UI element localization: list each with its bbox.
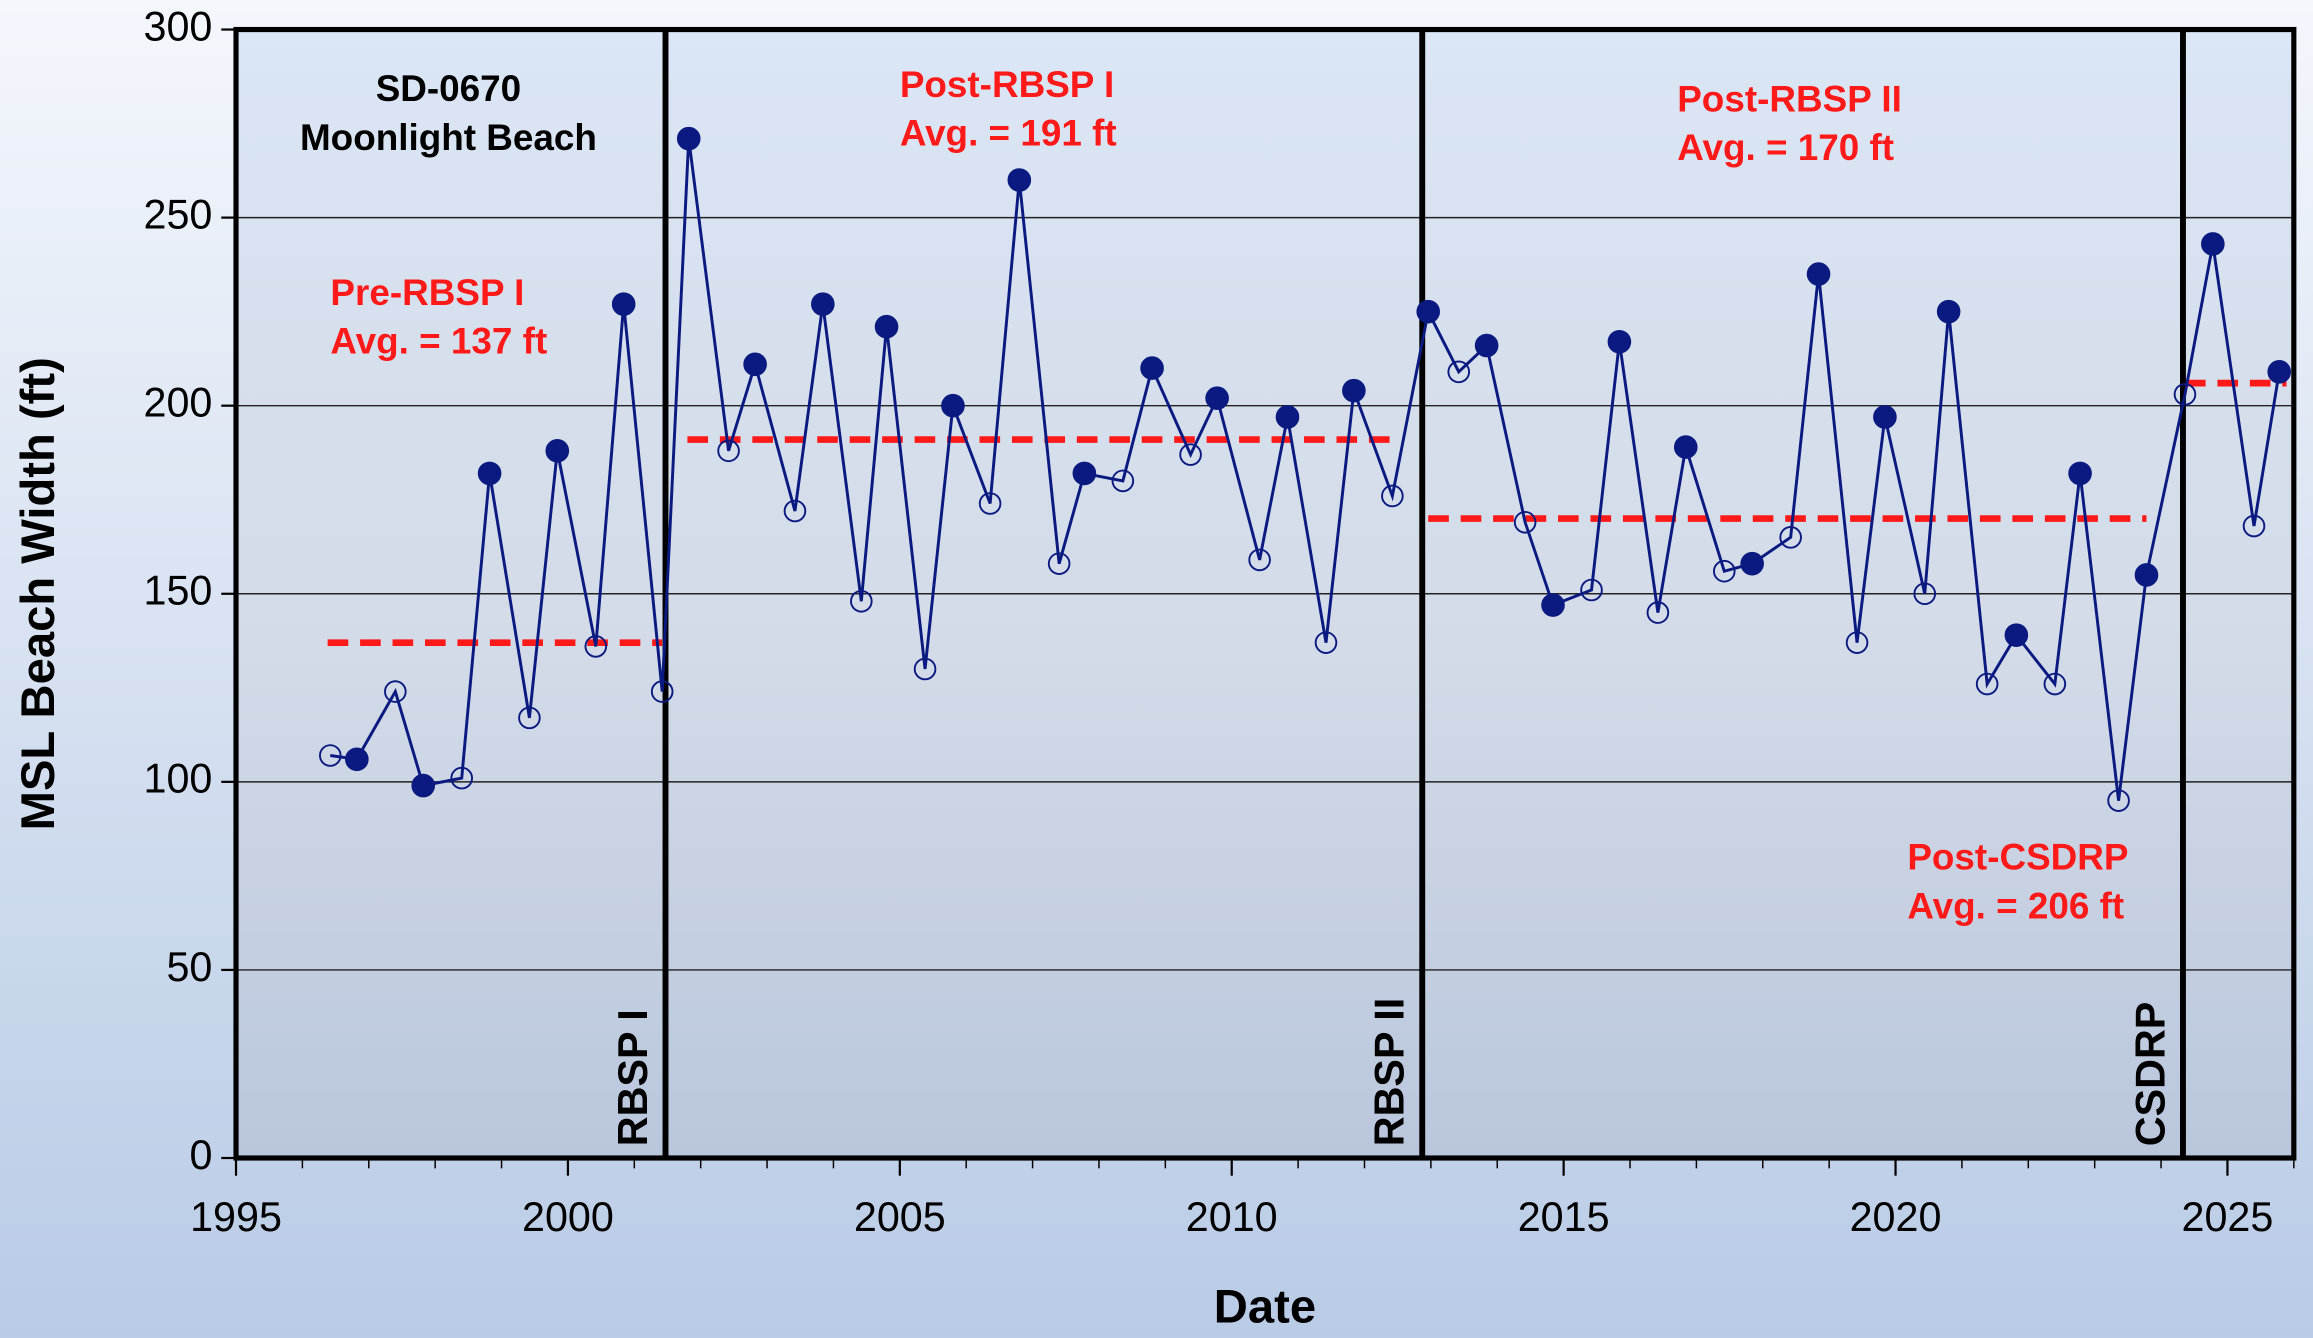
data-point xyxy=(2107,789,2130,812)
event-label: CSDRP xyxy=(2127,1002,2173,1147)
x-tick-label: 2010 xyxy=(1186,1194,1278,1240)
data-point xyxy=(811,292,835,316)
data-point xyxy=(584,635,608,658)
y-tick-label: 250 xyxy=(144,192,213,238)
data-point xyxy=(913,657,937,681)
data-point xyxy=(941,393,965,418)
data-point xyxy=(1314,631,1338,654)
data-point xyxy=(2068,461,2092,486)
data-point xyxy=(2242,514,2266,538)
data-point xyxy=(450,766,473,790)
data-point xyxy=(2201,232,2225,256)
average-annotation: Post-CSDRP xyxy=(1907,837,2128,878)
event-label: RBSP II xyxy=(1367,998,1413,1146)
data-point xyxy=(1646,601,1670,624)
data-point xyxy=(783,499,807,523)
x-tick-label: 2015 xyxy=(1518,1194,1610,1240)
average-annotation: Pre-RBSP I xyxy=(330,272,524,313)
average-annotation: Avg. = 191 ft xyxy=(900,112,1117,153)
data-point xyxy=(717,439,740,463)
data-point xyxy=(1179,443,1202,466)
data-point xyxy=(318,744,342,767)
data-point xyxy=(1673,435,1698,459)
average-annotation: Avg. = 137 ft xyxy=(330,320,547,361)
data-point xyxy=(2004,623,2029,647)
data-point xyxy=(1779,526,1802,549)
data-point xyxy=(1248,548,1271,572)
plot-layer: 0 50 100 150 200 250 300 1995 2000 2005 2010 2015 20… xyxy=(12,3,2297,1333)
data-line xyxy=(330,138,2281,801)
data-point xyxy=(1541,593,1565,617)
data-point xyxy=(1275,405,1300,429)
y-tick-label: 0 xyxy=(189,1132,212,1178)
data-point xyxy=(1806,262,1831,286)
data-point xyxy=(1740,551,1764,576)
data-point xyxy=(1047,552,1071,575)
y-tick-label: 100 xyxy=(144,756,213,802)
y-tick-label: 300 xyxy=(144,3,213,49)
data-point xyxy=(1342,378,1366,403)
data-point xyxy=(1712,559,1736,583)
x-tick-label: 2000 xyxy=(522,1194,614,1240)
data-point xyxy=(1975,672,1999,696)
y-tick-label: 150 xyxy=(144,568,213,614)
data-point xyxy=(518,706,541,730)
chart-title: Moonlight Beach xyxy=(300,117,597,158)
data-point xyxy=(978,492,1002,515)
data-point xyxy=(345,747,369,772)
data-point xyxy=(384,680,407,703)
data-point xyxy=(1913,582,1937,606)
x-tick-label: 2005 xyxy=(854,1194,946,1240)
data-point xyxy=(2267,360,2292,384)
data-point xyxy=(1513,511,1537,534)
x-tick-label: 1995 xyxy=(190,1194,282,1240)
data-point xyxy=(2173,383,2197,406)
data-point xyxy=(1007,168,1032,192)
data-point xyxy=(650,680,674,703)
data-point xyxy=(1205,386,1229,410)
data-point xyxy=(1873,405,1897,429)
average-annotation: Post-RBSP II xyxy=(1677,79,1902,120)
chart-title: SD-0670 xyxy=(376,68,521,109)
data-point xyxy=(611,292,636,316)
data-point xyxy=(1416,299,1441,324)
average-annotation: Avg. = 206 ft xyxy=(1907,885,2124,926)
average-annotation: Avg. = 170 ft xyxy=(1677,127,1894,168)
data-point xyxy=(1845,631,1869,654)
data-point xyxy=(1072,461,1097,486)
y-axis-title: MSL Beach Width (ft) xyxy=(12,357,65,830)
data-point xyxy=(676,126,701,151)
data-point xyxy=(1140,356,1164,380)
x-tick-label: 2025 xyxy=(2182,1194,2274,1240)
data-point xyxy=(1607,329,1632,354)
data-point xyxy=(1936,299,1961,324)
data-point xyxy=(743,352,767,377)
x-axis-title: Date xyxy=(1214,1280,1316,1333)
data-point xyxy=(1580,578,1603,602)
y-tick-label: 200 xyxy=(144,380,213,426)
data-point xyxy=(1111,469,1135,493)
data-point xyxy=(874,314,899,339)
data-point xyxy=(411,773,436,798)
data-point xyxy=(2134,563,2159,587)
average-annotation: Post-RBSP I xyxy=(900,64,1114,105)
x-tick-label: 2020 xyxy=(1850,1194,1942,1240)
data-point xyxy=(1474,333,1499,358)
data-point xyxy=(2043,672,2067,696)
data-point xyxy=(850,590,873,613)
data-point xyxy=(1381,484,1404,508)
data-point xyxy=(477,461,502,486)
plot-frame xyxy=(233,26,2297,1161)
data-point xyxy=(545,439,570,463)
event-label: RBSP I xyxy=(610,1009,656,1146)
data-point xyxy=(1447,360,1471,384)
y-tick-label: 50 xyxy=(166,944,212,990)
